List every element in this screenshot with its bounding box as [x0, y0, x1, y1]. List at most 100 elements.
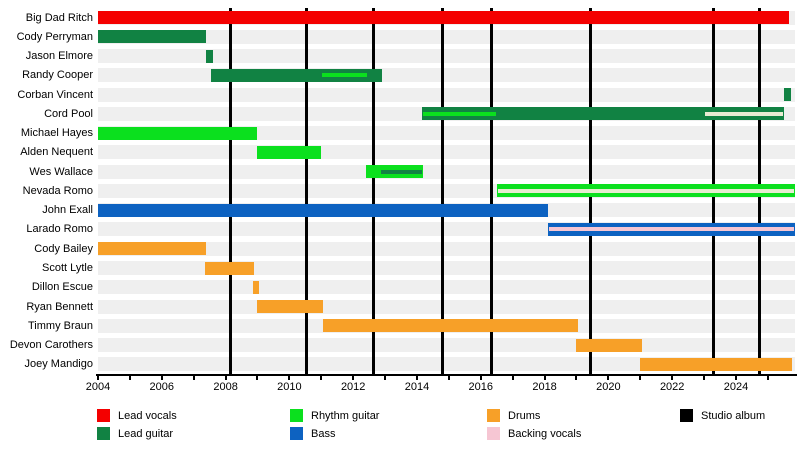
- timeline-bar-lead_guitar: [421, 107, 784, 121]
- x-axis-tick: [352, 376, 355, 380]
- timeline-bar-drums: [257, 300, 323, 314]
- row-band: [98, 145, 795, 160]
- member-label: Dillon Escue: [31, 281, 93, 294]
- timeline-bar-lead_vocals: [98, 11, 789, 25]
- x-axis-tick: [97, 376, 99, 380]
- member-label: Devon Carothers: [9, 339, 93, 352]
- member-label: Jason Elmore: [25, 50, 93, 63]
- x-axis-tick: [224, 376, 227, 380]
- timeline-bar-lead_guitar: [206, 49, 213, 63]
- timeline-bar-lead_guitar: [783, 88, 791, 102]
- member-label: Larado Romo: [26, 223, 93, 236]
- member-label: Wes Wallace: [29, 165, 93, 178]
- year-tick-label: 2016: [468, 381, 494, 393]
- year-tick-label: 2022: [659, 381, 685, 393]
- member-label: Randy Cooper: [22, 69, 93, 82]
- member-label: Scott Lytle: [42, 262, 93, 274]
- timeline-bar-drums: [576, 338, 642, 352]
- row-band: [98, 68, 795, 83]
- x-axis-tick: [479, 376, 482, 380]
- year-tick-label: 2010: [277, 381, 302, 393]
- role-stripe-rhythm_guitar: [422, 111, 496, 116]
- row-band: [98, 87, 795, 102]
- studio-album-line: [490, 8, 494, 374]
- member-label: Corban Vincent: [17, 88, 93, 101]
- row-band: [98, 280, 795, 295]
- row-band: [98, 49, 795, 64]
- legend-swatch-lead_vocals: [97, 409, 110, 422]
- timeline-bar-lead_guitar: [98, 30, 207, 44]
- timeline-bar-drums: [640, 357, 792, 371]
- year-tick-label: 2020: [596, 381, 621, 393]
- role-stripe-backing_vocals: [497, 188, 794, 193]
- legend-item-bass: Bass: [290, 427, 460, 441]
- x-axis-tick: [766, 376, 769, 380]
- year-tick-label: 2012: [340, 381, 366, 393]
- x-axis-tick: [734, 376, 737, 380]
- studio-album-line: [228, 8, 232, 374]
- x-axis-tick: [192, 376, 195, 380]
- legend-swatch-lead_guitar: [97, 427, 110, 440]
- x-axis-tick: [607, 376, 610, 380]
- year-tick-label: 2024: [723, 381, 749, 393]
- member-label: Timmy Braun: [28, 319, 93, 332]
- member-label: Big Dad Ritch: [25, 11, 93, 24]
- row-band: [98, 338, 795, 353]
- x-axis-tick: [128, 376, 131, 380]
- x-axis-line: [96, 374, 797, 376]
- row-band: [98, 126, 795, 141]
- legend-item-drums: Drums: [487, 409, 657, 423]
- timeline-bar-rhythm_guitar: [257, 145, 322, 159]
- member-label: Joey Mandigo: [24, 358, 94, 371]
- x-axis-tick: [639, 376, 642, 380]
- timeline-bar-lead_guitar: [211, 68, 382, 82]
- legend-swatch-studio_album: [680, 409, 693, 422]
- x-axis-tick: [543, 376, 546, 380]
- member-label: Alden Nequent: [20, 146, 93, 159]
- legend-item-backing_vocals: Backing vocals: [487, 427, 657, 441]
- legend-swatch-bass: [290, 427, 303, 440]
- x-axis-tick: [703, 376, 706, 380]
- member-label: Michael Hayes: [20, 127, 93, 140]
- x-axis-tick: [511, 376, 514, 380]
- role-stripe-backing_vocals: [705, 111, 783, 116]
- legend-label: Studio album: [701, 410, 766, 422]
- row-band: [98, 164, 795, 179]
- row-band: [98, 29, 795, 44]
- legend-label: Lead guitar: [118, 428, 174, 440]
- studio-album-line: [441, 8, 444, 374]
- member-label: Nevada Romo: [22, 184, 93, 197]
- member-label: Cord Pool: [44, 107, 93, 120]
- x-axis-tick: [447, 376, 450, 380]
- x-axis-tick: [288, 376, 291, 380]
- legend-label: Backing vocals: [508, 428, 582, 440]
- x-axis-tick: [384, 376, 387, 380]
- member-label: Cody Perryman: [16, 30, 93, 43]
- row-band: [98, 261, 795, 275]
- year-tick-label: 2008: [213, 381, 238, 393]
- member-label: John Exall: [42, 204, 93, 217]
- x-axis-tick: [671, 376, 674, 380]
- legend-item-studio_album: Studio album: [680, 409, 800, 423]
- legend-item-rhythm_guitar: Rhythm guitar: [290, 409, 460, 423]
- member-label: Ryan Bennett: [26, 300, 93, 313]
- role-stripe-rhythm_guitar: [322, 73, 367, 78]
- year-tick-label: 2018: [532, 381, 557, 393]
- legend-label: Drums: [508, 410, 541, 422]
- legend-swatch-backing_vocals: [487, 427, 500, 440]
- role-stripe-backing_vocals: [548, 227, 794, 232]
- timeline-bar-drums: [252, 280, 260, 294]
- legend-item-lead_guitar: Lead guitar: [97, 427, 267, 441]
- x-axis-tick: [415, 376, 418, 380]
- year-tick-label: 2014: [404, 381, 430, 393]
- x-axis-tick: [320, 376, 323, 380]
- studio-album-line: [305, 8, 309, 374]
- studio-album-line: [372, 8, 376, 374]
- row-band: [98, 357, 795, 372]
- member-label: Cody Bailey: [34, 242, 93, 255]
- legend-swatch-rhythm_guitar: [290, 409, 303, 422]
- year-tick-label: 2004: [85, 381, 111, 393]
- timeline-bar-rhythm_guitar: [98, 126, 258, 140]
- legend-label: Lead vocals: [118, 410, 177, 422]
